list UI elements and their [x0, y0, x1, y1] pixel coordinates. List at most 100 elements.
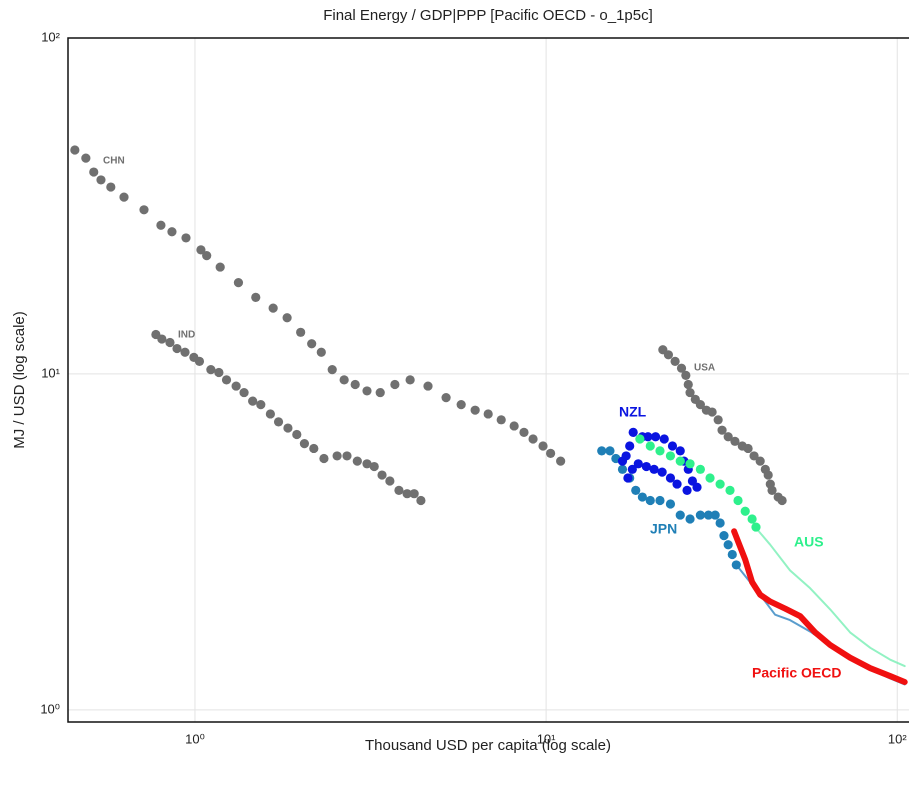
data-point [231, 381, 241, 391]
data-point [456, 400, 466, 410]
data-point [623, 473, 633, 483]
data-point [369, 461, 379, 472]
data-point [89, 167, 99, 177]
data-point [621, 451, 631, 461]
data-point [777, 495, 787, 506]
data-point [723, 540, 733, 550]
data-point [763, 470, 773, 480]
data-point [715, 518, 725, 528]
x-tick-label: 10¹ [537, 731, 556, 746]
data-point [710, 510, 720, 520]
data-point [299, 439, 310, 449]
data-point [731, 560, 741, 570]
series-label: Pacific OECD [752, 665, 841, 681]
data-point [655, 495, 665, 506]
data-point [663, 350, 674, 360]
x-tick-label: 10⁰ [185, 731, 205, 746]
data-point [342, 451, 352, 461]
data-point [675, 510, 685, 520]
data-point [375, 387, 385, 398]
data-point [96, 175, 106, 185]
data-point [717, 425, 727, 435]
data-point [157, 334, 167, 344]
data-point [528, 434, 538, 444]
data-point [181, 233, 191, 243]
series-label: NZL [619, 404, 647, 420]
data-point [70, 145, 80, 155]
data-point [643, 432, 653, 442]
data-point [350, 379, 360, 390]
data-point [409, 489, 419, 499]
data-point [685, 459, 695, 469]
data-point [605, 446, 615, 456]
data-point [362, 459, 372, 469]
data-point [362, 386, 372, 396]
data-point [667, 441, 678, 451]
data-point [81, 153, 91, 163]
data-point [268, 303, 278, 313]
data-point [256, 400, 266, 410]
data-point [319, 453, 329, 464]
data-point [273, 417, 284, 427]
data-point [352, 456, 362, 466]
data-point [194, 356, 205, 366]
data-point [405, 375, 415, 385]
data-point [705, 473, 715, 483]
x-tick-label: 10² [888, 731, 907, 746]
data-point [423, 381, 433, 391]
data-point [655, 446, 665, 456]
data-point [390, 379, 400, 390]
data-point [215, 262, 225, 272]
data-point [665, 473, 676, 483]
data-point [675, 446, 685, 456]
data-point [239, 387, 249, 398]
data-point [282, 313, 292, 323]
data-point [715, 479, 725, 489]
data-point [441, 393, 451, 403]
data-point [672, 479, 682, 489]
data-point [316, 347, 326, 357]
data-point [707, 407, 717, 417]
data-point [538, 441, 548, 451]
data-point [676, 363, 687, 373]
data-point [730, 436, 740, 446]
series-line [754, 526, 906, 668]
data-point [665, 451, 676, 461]
series-label: USA [694, 363, 715, 374]
data-point [327, 365, 337, 375]
data-point [695, 510, 705, 520]
data-point [556, 456, 566, 466]
data-point [740, 506, 750, 516]
data-point [167, 227, 177, 237]
data-point [695, 464, 705, 474]
data-point [657, 467, 667, 477]
data-point [221, 375, 232, 385]
data-point [165, 337, 175, 348]
y-tick-label: 10² [41, 29, 60, 44]
data-point [627, 464, 637, 474]
data-point [733, 495, 743, 506]
data-point [723, 432, 733, 442]
data-point [747, 514, 757, 524]
series-labels: 10⁰ 10¹ 10² 10⁰ 10¹ 10² CHN IND USA JPN NZL AUS Paci… [40, 29, 907, 746]
data-point [628, 427, 638, 437]
data-point [650, 432, 661, 442]
data-point [719, 531, 729, 541]
y-tick-label: 10⁰ [40, 701, 60, 716]
series-label: IND [178, 330, 195, 341]
y-axis-label: MJ / USD (log scale) [11, 311, 28, 449]
series-label: CHN [103, 156, 125, 167]
data-point [749, 451, 759, 461]
data-point [483, 409, 493, 419]
data-point [119, 192, 129, 202]
data-point [617, 464, 628, 474]
data-point [292, 429, 302, 440]
data-point [635, 434, 645, 444]
data-point [377, 470, 387, 480]
data-point [394, 485, 404, 496]
data-point [751, 522, 761, 532]
data-point [206, 365, 216, 375]
data-point [509, 421, 519, 431]
data-point [685, 514, 695, 524]
data-point [727, 549, 737, 560]
